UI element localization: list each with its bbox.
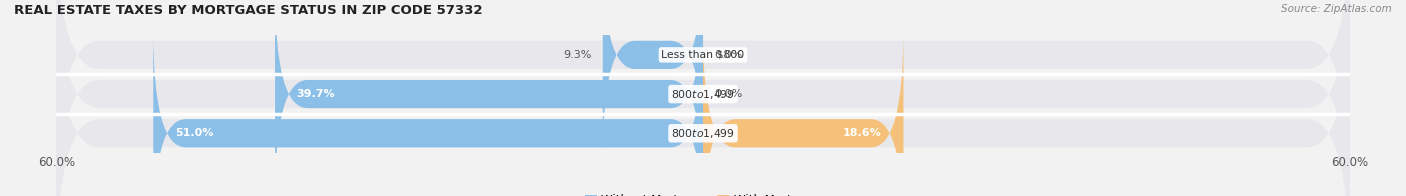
Legend: Without Mortgage, With Mortgage: Without Mortgage, With Mortgage bbox=[581, 189, 825, 196]
FancyBboxPatch shape bbox=[276, 0, 703, 196]
FancyBboxPatch shape bbox=[56, 0, 1350, 196]
FancyBboxPatch shape bbox=[703, 30, 904, 196]
Text: 18.6%: 18.6% bbox=[844, 128, 882, 138]
Text: $800 to $1,499: $800 to $1,499 bbox=[671, 127, 735, 140]
Text: $800 to $1,499: $800 to $1,499 bbox=[671, 88, 735, 101]
FancyBboxPatch shape bbox=[153, 30, 703, 196]
FancyBboxPatch shape bbox=[56, 0, 1350, 196]
Text: REAL ESTATE TAXES BY MORTGAGE STATUS IN ZIP CODE 57332: REAL ESTATE TAXES BY MORTGAGE STATUS IN … bbox=[14, 4, 482, 17]
Text: Less than $800: Less than $800 bbox=[661, 50, 745, 60]
Text: Source: ZipAtlas.com: Source: ZipAtlas.com bbox=[1281, 4, 1392, 14]
FancyBboxPatch shape bbox=[56, 0, 1350, 196]
Text: 9.3%: 9.3% bbox=[564, 50, 592, 60]
Text: 0.0%: 0.0% bbox=[714, 89, 742, 99]
Text: 51.0%: 51.0% bbox=[174, 128, 214, 138]
Text: 39.7%: 39.7% bbox=[297, 89, 335, 99]
Text: 0.0%: 0.0% bbox=[714, 50, 742, 60]
FancyBboxPatch shape bbox=[603, 0, 703, 158]
